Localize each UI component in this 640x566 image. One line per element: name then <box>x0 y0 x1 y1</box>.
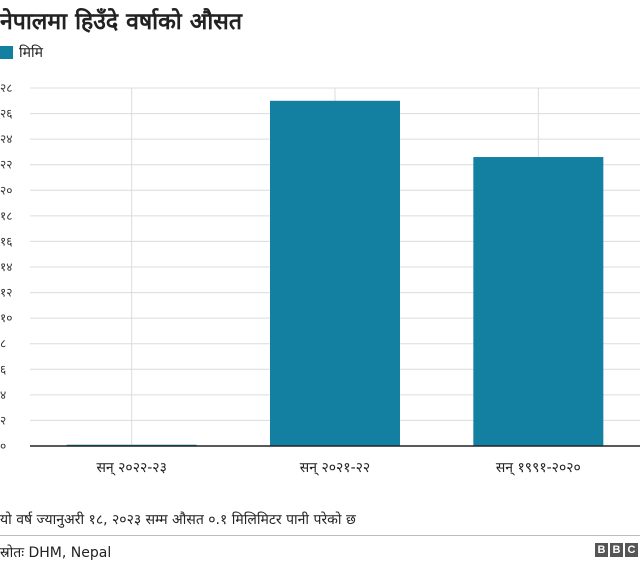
y-tick-label: १८ <box>0 209 12 223</box>
bbc-logo: B B C <box>595 543 638 557</box>
y-tick-label: २० <box>0 183 12 197</box>
x-tick-label: सन् १९९१-२०२० <box>496 460 581 476</box>
x-tick-label: सन् २०२१-२२ <box>300 460 370 476</box>
y-tick-label: ० <box>0 439 6 453</box>
y-tick-label: २४ <box>0 132 12 146</box>
y-tick-label: २२ <box>0 158 12 172</box>
y-tick-label: २६ <box>0 107 12 121</box>
bar <box>473 157 604 446</box>
y-tick-label: ४ <box>0 388 6 402</box>
bar <box>270 100 400 447</box>
footer-divider <box>0 535 640 536</box>
y-tick-label: १२ <box>0 286 12 300</box>
x-tick-label: सन् २०२२-२३ <box>96 460 166 476</box>
legend: मिमि <box>0 43 43 62</box>
y-tick-label: ८ <box>0 337 6 351</box>
legend-label: मिमि <box>19 45 43 61</box>
y-tick-label: ६ <box>0 362 6 376</box>
y-tick-label: २८ <box>0 81 12 95</box>
logo-letter: B <box>610 543 623 557</box>
source-text: स्रोतः DHM, Nepal <box>0 545 112 561</box>
logo-letter: C <box>625 543 638 557</box>
y-tick-label: २ <box>0 413 6 427</box>
chart-note: यो वर्ष ज्यानुअरी १८, २०२३ सम्म औसत ०.१ … <box>0 512 356 528</box>
y-tick-label: १० <box>0 311 12 325</box>
y-tick-label: १४ <box>0 260 12 274</box>
legend-swatch <box>0 46 13 59</box>
chart-title: नेपालमा हिउँदे वर्षाको औसत <box>0 9 242 35</box>
logo-letter: B <box>595 543 608 557</box>
y-tick-label: १६ <box>0 234 12 248</box>
